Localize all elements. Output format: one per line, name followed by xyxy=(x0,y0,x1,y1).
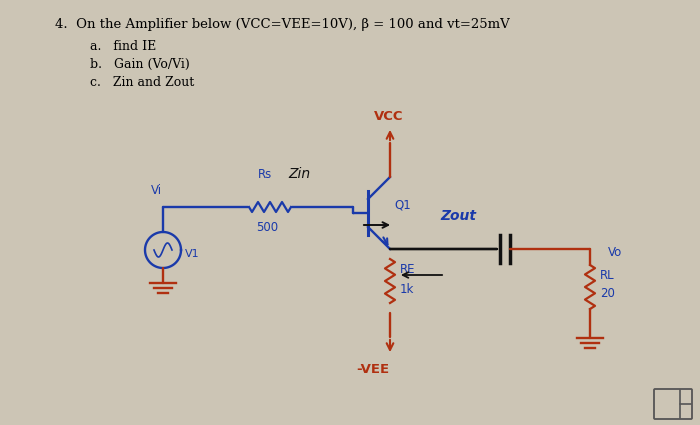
Text: Vo: Vo xyxy=(608,246,622,260)
Text: Q1: Q1 xyxy=(394,198,411,211)
Text: Rs: Rs xyxy=(258,168,272,181)
Text: V1: V1 xyxy=(185,249,200,259)
Text: Zin: Zin xyxy=(288,167,310,181)
Text: 1k: 1k xyxy=(400,283,414,296)
Text: VCC: VCC xyxy=(374,110,403,123)
Text: Zout: Zout xyxy=(440,209,476,223)
Text: RL: RL xyxy=(600,269,615,282)
Text: RE: RE xyxy=(400,263,416,276)
Text: 20: 20 xyxy=(600,287,615,300)
Text: 4.  On the Amplifier below (VCC=VEE=10V), β = 100 and vt=25mV: 4. On the Amplifier below (VCC=VEE=10V),… xyxy=(55,18,510,31)
Text: 500: 500 xyxy=(256,221,278,234)
Text: c.   Zin and Zout: c. Zin and Zout xyxy=(90,76,195,89)
Text: Vi: Vi xyxy=(151,184,162,197)
Text: -VEE: -VEE xyxy=(356,363,389,376)
Text: b.   Gain (Vo/Vi): b. Gain (Vo/Vi) xyxy=(90,58,190,71)
Text: a.   find IE: a. find IE xyxy=(90,40,156,53)
FancyBboxPatch shape xyxy=(654,389,692,419)
